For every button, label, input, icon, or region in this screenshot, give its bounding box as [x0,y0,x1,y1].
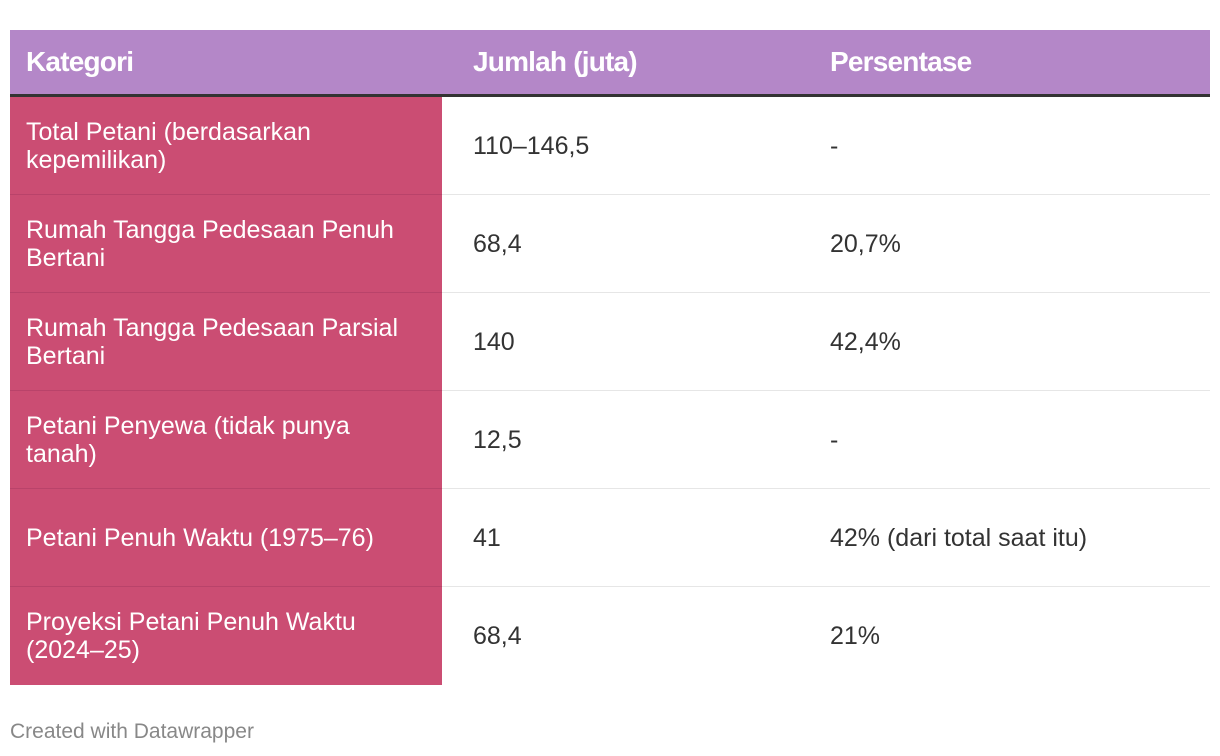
row-kategori: Rumah Tangga Pedesaan Parsial Bertani [10,293,442,391]
row-persentase: 21% [830,622,881,650]
row-persentase: - [799,97,1210,195]
row-kategori: Petani Penyewa (tidak punya tanah) [10,391,442,489]
header-persentase: Persentase [830,46,972,77]
table-row: Rumah Tangga Pedesaan Parsial Bertani 14… [10,293,1210,391]
row-persentase: 42,4% [799,293,1210,391]
row-kategori: Proyeksi Petani Penuh Waktu (2024–25) [10,587,442,685]
row-persentase: 20,7% [799,195,1210,293]
row-jumlah: 41 [442,489,799,587]
table-row: Petani Penyewa (tidak punya tanah) 12,5 … [10,391,1210,489]
row-jumlah: 68,4 [473,622,522,650]
row-jumlah: 140 [442,293,799,391]
row-kategori: Petani Penuh Waktu (1975–76) [10,489,442,587]
row-persentase: - [799,391,1210,489]
row-jumlah: 68,4 [442,195,799,293]
table-header: Kategori Jumlah (juta) Persentase [10,30,1210,97]
table-row: Proyeksi Petani Penuh Waktu (2024–25) 68… [10,587,1210,685]
header-kategori: Kategori [26,46,134,77]
row-jumlah: 12,5 [442,391,799,489]
header-jumlah: Jumlah (juta) [473,46,638,77]
row-kategori: Rumah Tangga Pedesaan Penuh Bertani [10,195,442,293]
data-table: Kategori Jumlah (juta) Persentase Total … [10,30,1210,685]
row-jumlah: 110–146,5 [442,97,799,195]
footer-credit: Created with Datawrapper [10,720,254,743]
table-row: Petani Penuh Waktu (1975–76) 41 42% (dar… [10,489,1210,587]
row-persentase: 42% (dari total saat itu) [799,489,1210,587]
table-row: Total Petani (berdasarkan kepemilikan) 1… [10,97,1210,195]
table-row: Rumah Tangga Pedesaan Penuh Bertani 68,4… [10,195,1210,293]
row-kategori: Total Petani (berdasarkan kepemilikan) [10,97,442,195]
